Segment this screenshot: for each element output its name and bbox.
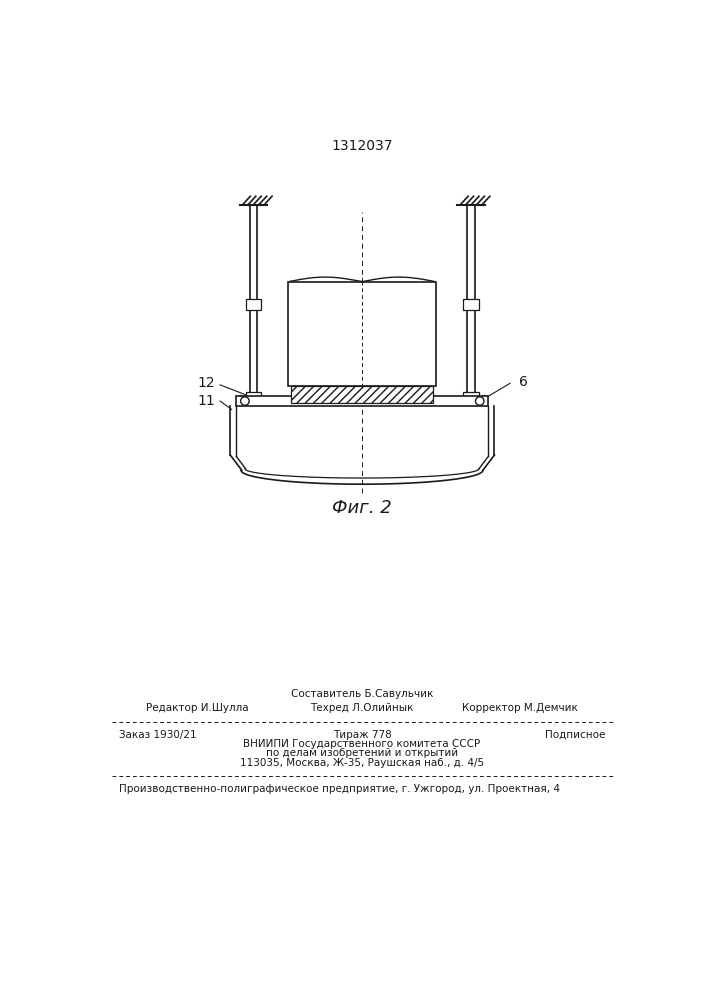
Text: Производственно-полиграфическое предприятие, г. Ужгород, ул. Проектная, 4: Производственно-полиграфическое предприя… <box>119 784 561 794</box>
Bar <box>246 299 261 310</box>
Text: 6: 6 <box>520 375 528 389</box>
Text: 11: 11 <box>197 394 215 408</box>
Bar <box>464 299 479 310</box>
Text: 12: 12 <box>197 376 215 390</box>
Bar <box>288 282 436 386</box>
Text: Составитель Б.Савульчик: Составитель Б.Савульчик <box>291 689 433 699</box>
Bar <box>246 392 261 403</box>
Text: 1312037: 1312037 <box>331 139 392 153</box>
Bar <box>464 392 479 403</box>
Text: 113035, Москва, Ж-35, Раушская наб., д. 4/5: 113035, Москва, Ж-35, Раушская наб., д. … <box>240 758 484 768</box>
Bar <box>236 396 489 406</box>
Text: ВНИИПИ Государственного комитета СССР: ВНИИПИ Государственного комитета СССР <box>243 739 481 749</box>
Text: Техред Л.Олийнык: Техред Л.Олийнык <box>310 703 414 713</box>
Text: Редактор И.Шулла: Редактор И.Шулла <box>146 703 249 713</box>
Circle shape <box>476 397 484 405</box>
Text: Подписное: Подписное <box>545 730 605 740</box>
Text: Фиг. 2: Фиг. 2 <box>332 499 392 517</box>
Text: по делам изобретений и открытий: по делам изобретений и открытий <box>266 748 458 758</box>
Text: Корректор М.Демчик: Корректор М.Демчик <box>462 703 578 713</box>
Text: Заказ 1930/21: Заказ 1930/21 <box>119 730 197 740</box>
Circle shape <box>240 397 249 405</box>
Text: Тираж 778: Тираж 778 <box>332 730 392 740</box>
Bar <box>291 386 433 403</box>
